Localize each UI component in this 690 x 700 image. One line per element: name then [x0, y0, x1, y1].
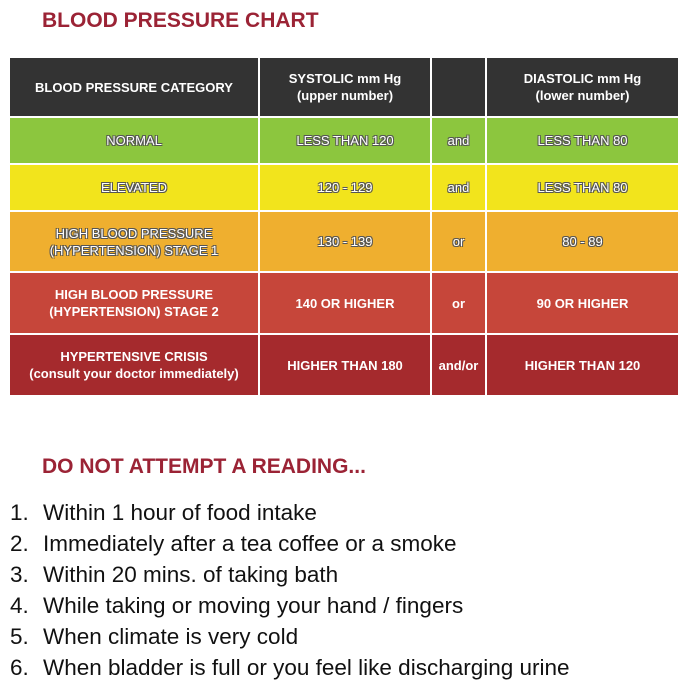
header-cell: BLOOD PRESSURE CATEGORY: [10, 58, 260, 118]
diastolic-cell: LESS THAN 80: [487, 165, 680, 212]
section-title: DO NOT ATTEMPT A READING...: [42, 455, 366, 478]
joiner-text: and: [447, 180, 470, 195]
header-text: DIASTOLIC mm Hg: [523, 71, 642, 86]
diastolic-text: LESS THAN 80: [537, 133, 628, 148]
list-item: 4. While taking or moving your hand / fin…: [10, 593, 463, 619]
category-text: HIGH BLOOD PRESSURE: [54, 287, 214, 302]
diastolic-cell: LESS THAN 80: [487, 118, 680, 165]
header-cell: SYSTOLIC mm Hg (upper number): [260, 58, 432, 118]
joiner-cell: and: [432, 118, 487, 165]
item-number: 1.: [10, 500, 29, 525]
systolic-cell: 120 - 129: [260, 165, 432, 212]
item-number: 2.: [10, 531, 29, 556]
item-text: Immediately after a tea coffee or a smok…: [43, 531, 457, 556]
joiner-cell: and/or: [432, 335, 487, 397]
joiner-text: or: [452, 295, 465, 311]
bp-table: BLOOD PRESSURE CATEGORY SYSTOLIC mm Hg (up…: [10, 58, 680, 397]
item-text: While taking or moving your hand / finge…: [43, 593, 464, 618]
item-number: 4.: [10, 593, 29, 618]
list-item: 1. Within 1 hour of food intake: [10, 500, 317, 526]
joiner-text: and: [447, 133, 470, 148]
joiner-cell: and: [432, 165, 487, 212]
header-text: (lower number): [535, 88, 630, 103]
title: BLOOD PRESSURE CHART: [42, 9, 319, 32]
list-item: 3. Within 20 mins. of taking bath: [10, 562, 338, 588]
joiner-text: and/or: [438, 357, 479, 373]
list-item: 5. When climate is very cold: [10, 624, 298, 650]
diastolic-cell: HIGHER THAN 120: [487, 335, 680, 397]
item-text: When bladder is full or you feel like di…: [43, 655, 570, 680]
category-text: ELEVATED: [101, 180, 167, 195]
header-cell: [432, 58, 487, 118]
diastolic-text: LESS THAN 80: [537, 180, 628, 195]
header-text: BLOOD PRESSURE CATEGORY: [35, 79, 233, 95]
diastolic-text: HIGHER THAN 120: [524, 357, 641, 373]
category-text: NORMAL: [106, 133, 162, 148]
item-number: 3.: [10, 562, 29, 587]
systolic-cell: 140 OR HIGHER: [260, 273, 432, 335]
item-text: Within 1 hour of food intake: [43, 500, 317, 525]
item-number: 6.: [10, 655, 29, 680]
list-item: 6. When bladder is full or you feel like …: [10, 655, 570, 681]
category-text: (consult your doctor immediately): [29, 366, 239, 381]
joiner-text: or: [452, 234, 465, 249]
joiner-cell: or: [432, 212, 487, 273]
systolic-cell: LESS THAN 120: [260, 118, 432, 165]
category-text: HYPERTENSIVE CRISIS: [60, 349, 208, 364]
category-text: (HYPERTENSION) STAGE 1: [49, 242, 219, 258]
systolic-text: LESS THAN 120: [296, 133, 394, 148]
list-item: 2. Immediately after a tea coffee or a sm…: [10, 531, 457, 557]
header-cell: DIASTOLIC mm Hg (lower number): [487, 58, 680, 118]
diastolic-text: 80 - 89: [562, 234, 603, 249]
systolic-text: HIGHER THAN 180: [287, 357, 403, 373]
header-text: SYSTOLIC mm Hg: [288, 71, 402, 86]
category-text: HIGH BLOOD PRESSURE: [55, 225, 213, 241]
item-text: Within 20 mins. of taking bath: [43, 562, 339, 587]
item-text: When climate is very cold: [43, 624, 299, 649]
systolic-text: 120 - 129: [317, 180, 373, 195]
systolic-cell: HIGHER THAN 180: [260, 335, 432, 397]
systolic-cell: 130 - 139: [260, 212, 432, 273]
header-text: (upper number): [296, 88, 394, 103]
item-number: 5.: [10, 624, 29, 649]
category-text: (HYPERTENSION) STAGE 2: [49, 304, 219, 319]
joiner-cell: or: [432, 273, 487, 335]
diastolic-cell: 80 - 89: [487, 212, 680, 273]
category-cell: NORMAL: [10, 118, 260, 165]
diastolic-cell: 90 OR HIGHER: [487, 273, 680, 335]
systolic-text: 140 OR HIGHER: [295, 295, 395, 311]
category-cell: ELEVATED: [10, 165, 260, 212]
systolic-text: 130 - 139: [317, 234, 373, 249]
diastolic-text: 90 OR HIGHER: [536, 295, 629, 311]
category-cell: HYPERTENSIVE CRISIS (consult your doctor …: [10, 335, 260, 397]
category-cell: HIGH BLOOD PRESSURE (HYPERTENSION) STAGE …: [10, 273, 260, 335]
category-cell: HIGH BLOOD PRESSURE (HYPERTENSION) STAGE …: [10, 212, 260, 273]
